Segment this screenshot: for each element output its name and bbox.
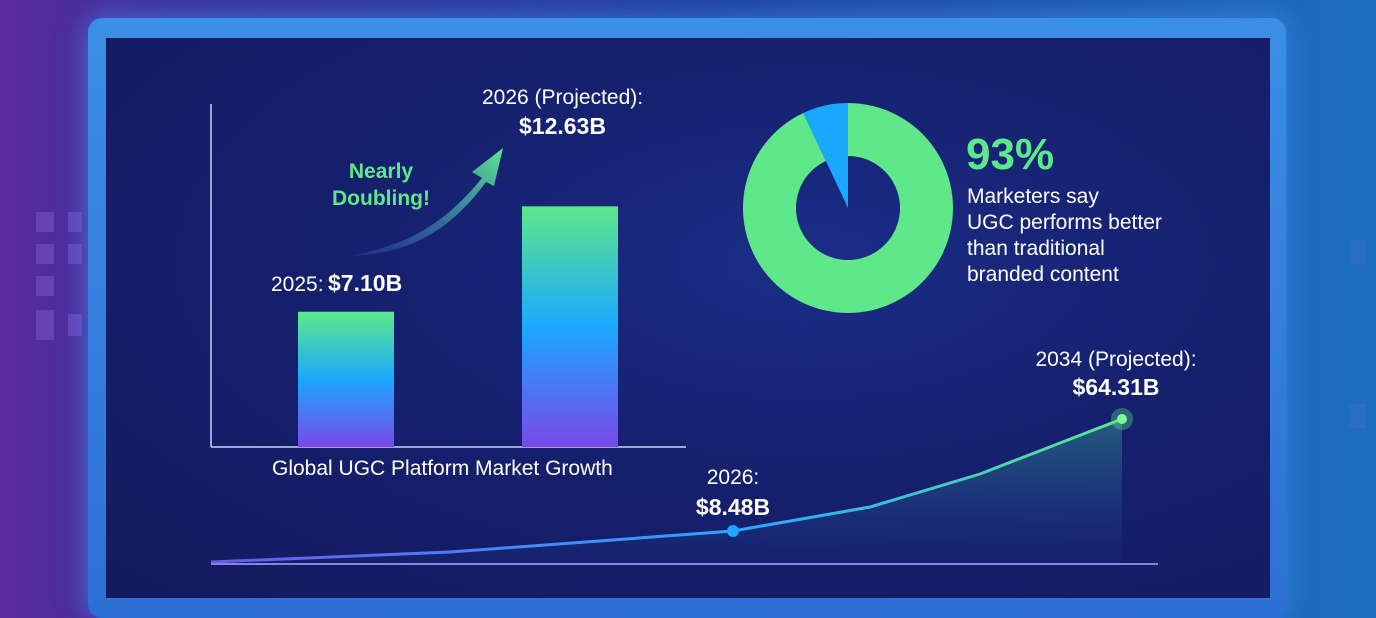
line-point-2034 (1117, 414, 1127, 424)
bar-2025-year: 2025: (271, 273, 324, 296)
growth-annotation-line-2: Doubling! (332, 187, 430, 210)
bg-tile (36, 310, 54, 340)
bar-chart-caption: Global UGC Platform Market Growth (272, 457, 613, 480)
growth-annotation-line-1: Nearly (348, 160, 414, 183)
line-point-2026-label: 2026: $8.48B (690, 466, 776, 521)
bar-2025-label: 2025: $7.10B (271, 270, 402, 297)
bar-2025-value: $7.10B (328, 270, 403, 296)
growth-annotation: Nearly Doubling! (332, 158, 430, 212)
donut-slice-7 (803, 103, 848, 208)
bg-tile (36, 276, 54, 296)
bg-tile (1350, 404, 1366, 428)
donut-slice-93 (743, 103, 953, 314)
donut-description: Marketers say UGC performs better than t… (967, 184, 1162, 288)
bar-2026-projected (522, 206, 618, 447)
bar-2026-year: 2026 (Projected): (482, 86, 644, 109)
donut-description-line-3: than traditional (967, 237, 1105, 260)
line-point-2026-value: $8.48B (695, 494, 771, 520)
growth-arrow-icon (350, 148, 503, 256)
line-point-2026 (727, 525, 739, 537)
donut-description-line-1: Marketers say (967, 185, 1099, 208)
bg-tile (68, 314, 82, 336)
line-point-2034-value: $64.31B (1072, 374, 1160, 400)
line-series (210, 417, 1123, 564)
donut-chart (743, 103, 953, 314)
bg-tile (36, 212, 54, 232)
bg-tile (68, 212, 82, 232)
line-area (211, 419, 1122, 564)
line-point-2034-year: 2034 (Projected): (1035, 348, 1197, 371)
donut-description-line-2: UGC performs better (967, 211, 1162, 234)
bar-2025 (298, 311, 394, 447)
bar-2026-value: $12.63B (519, 113, 606, 139)
infographic-svg (210, 103, 1158, 565)
donut-description-line-4: branded content (967, 263, 1119, 286)
bg-tile (1350, 240, 1366, 264)
bg-tile (36, 244, 54, 264)
donut-percent: 93% (966, 130, 1055, 179)
bg-tile (68, 244, 82, 264)
line-point-2026-year: 2026: (706, 466, 760, 489)
line-point-2034-label: 2034 (Projected): $64.31B (1026, 348, 1206, 401)
